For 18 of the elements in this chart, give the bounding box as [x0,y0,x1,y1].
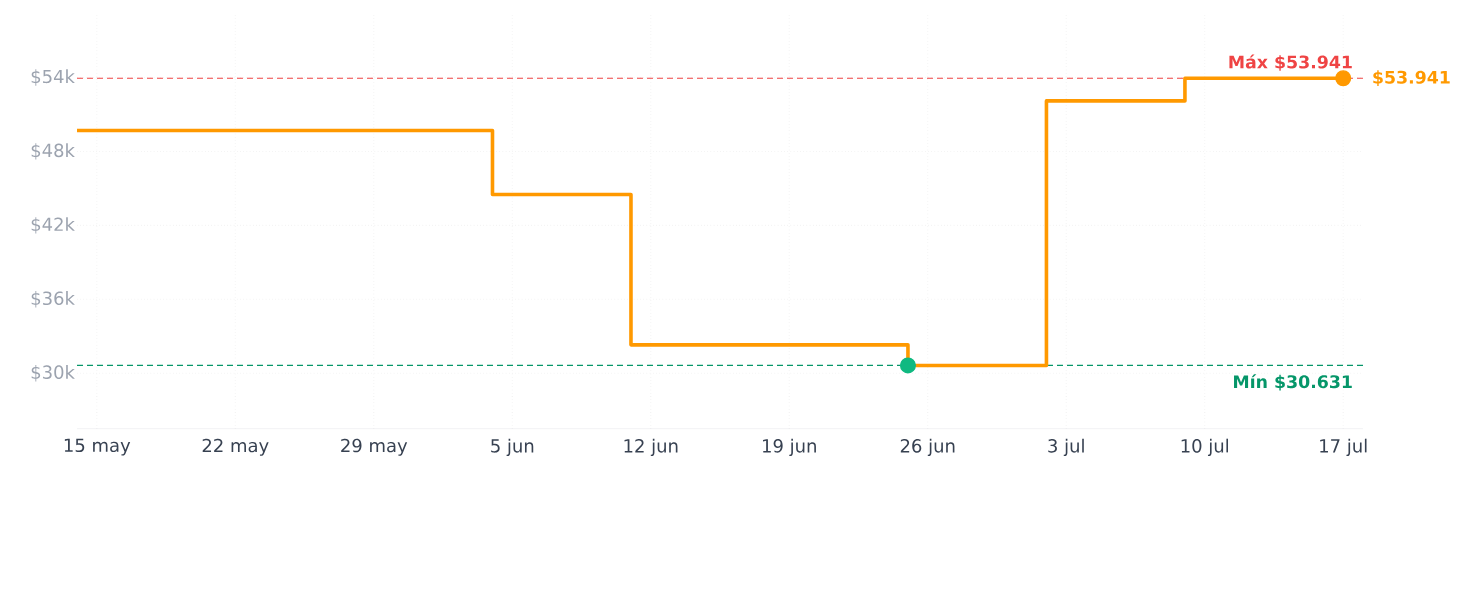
x-tick-label: 12 jun [624,438,678,457]
x-tick-label: 19 jun [763,438,816,457]
x-tick-label: 17 jul [1320,438,1367,457]
y-tick-label: $54k [31,69,75,86]
y-tick-label: $30k [31,365,75,382]
x-tick-label: 10 jul [1181,438,1229,457]
y-tick-label: $36k [31,291,75,308]
y-tick-label: $48k [31,143,75,160]
x-tick-label: 29 may [341,438,408,456]
x-tick-label: 5 jun [491,438,534,457]
x-tick-label: 15 may [64,438,131,456]
y-tick-label: $42k [31,217,75,234]
x-tick-label: 3 jul [1048,438,1084,457]
ref-line-label: Máx $53.941 [1229,54,1352,71]
x-tick-label: 22 may [202,438,269,456]
x-tick-label: 26 jun [900,438,955,457]
ref-line-label: Mín $30.631 [1234,374,1352,391]
annotation: $53.941 [1373,70,1450,87]
